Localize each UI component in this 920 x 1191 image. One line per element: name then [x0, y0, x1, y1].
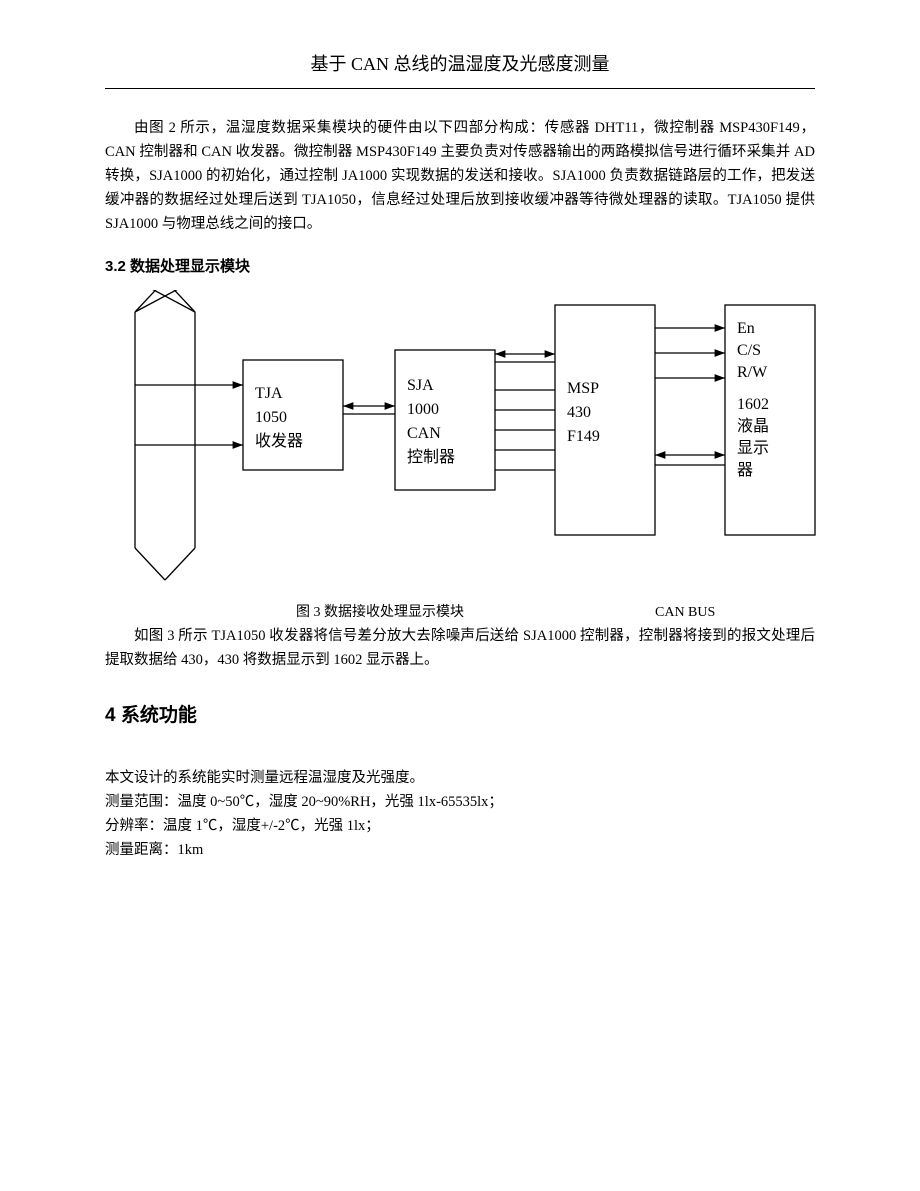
- figure-3-caption: 图 3 数据接收处理显示模块: [105, 601, 655, 621]
- svg-text:F149: F149: [567, 428, 600, 445]
- svg-text:430: 430: [567, 404, 591, 421]
- svg-text:C/S: C/S: [737, 342, 761, 359]
- svg-text:En: En: [737, 320, 755, 337]
- svg-text:SJA: SJA: [407, 377, 434, 394]
- svg-text:1000: 1000: [407, 401, 439, 418]
- svg-text:收发器: 收发器: [255, 432, 303, 450]
- svg-text:R/W: R/W: [737, 364, 768, 381]
- svg-text:显示: 显示: [737, 440, 769, 457]
- svg-text:控制器: 控制器: [407, 448, 455, 466]
- svg-text:TJA: TJA: [255, 385, 283, 402]
- figure-3-diagram: TJA 1050 收发器 SJA 1000 CAN 控制器 MSP 430 F149 En C/S R/…: [105, 290, 815, 621]
- svg-text:液晶: 液晶: [737, 417, 769, 435]
- section-3-2-heading: 3.2 数据处理显示模块: [105, 255, 815, 276]
- page-title: 基于 CAN 总线的温湿度及光感度测量: [105, 50, 815, 89]
- svg-text:1050: 1050: [255, 409, 287, 426]
- specs-block: 本文设计的系统能实时测量远程温湿度及光强度。测量范围：温度 0~50℃，湿度 2…: [105, 767, 815, 863]
- spec-line: 本文设计的系统能实时测量远程温湿度及光强度。: [105, 767, 815, 791]
- can-bus-label: CAN BUS: [655, 605, 815, 621]
- spec-line: 分辨率：温度 1℃，湿度+/-2℃，光强 1lx；: [105, 815, 815, 839]
- section-4-heading: 4 系统功能: [105, 700, 815, 727]
- svg-text:器: 器: [737, 461, 753, 479]
- spec-line: 测量范围：温度 0~50℃，湿度 20~90%RH，光强 1lx-65535lx…: [105, 791, 815, 815]
- svg-text:MSP: MSP: [567, 380, 599, 397]
- paragraph-2: 如图 3 所示 TJA1050 收发器将信号差分放大去除噪声后送给 SJA100…: [105, 625, 815, 673]
- paragraph-1: 由图 2 所示，温湿度数据采集模块的硬件由以下四部分构成：传感器 DHT11，微…: [105, 117, 815, 237]
- svg-text:CAN: CAN: [407, 425, 441, 442]
- svg-text:1602: 1602: [737, 396, 769, 413]
- spec-line: 测量距离：1km: [105, 839, 815, 863]
